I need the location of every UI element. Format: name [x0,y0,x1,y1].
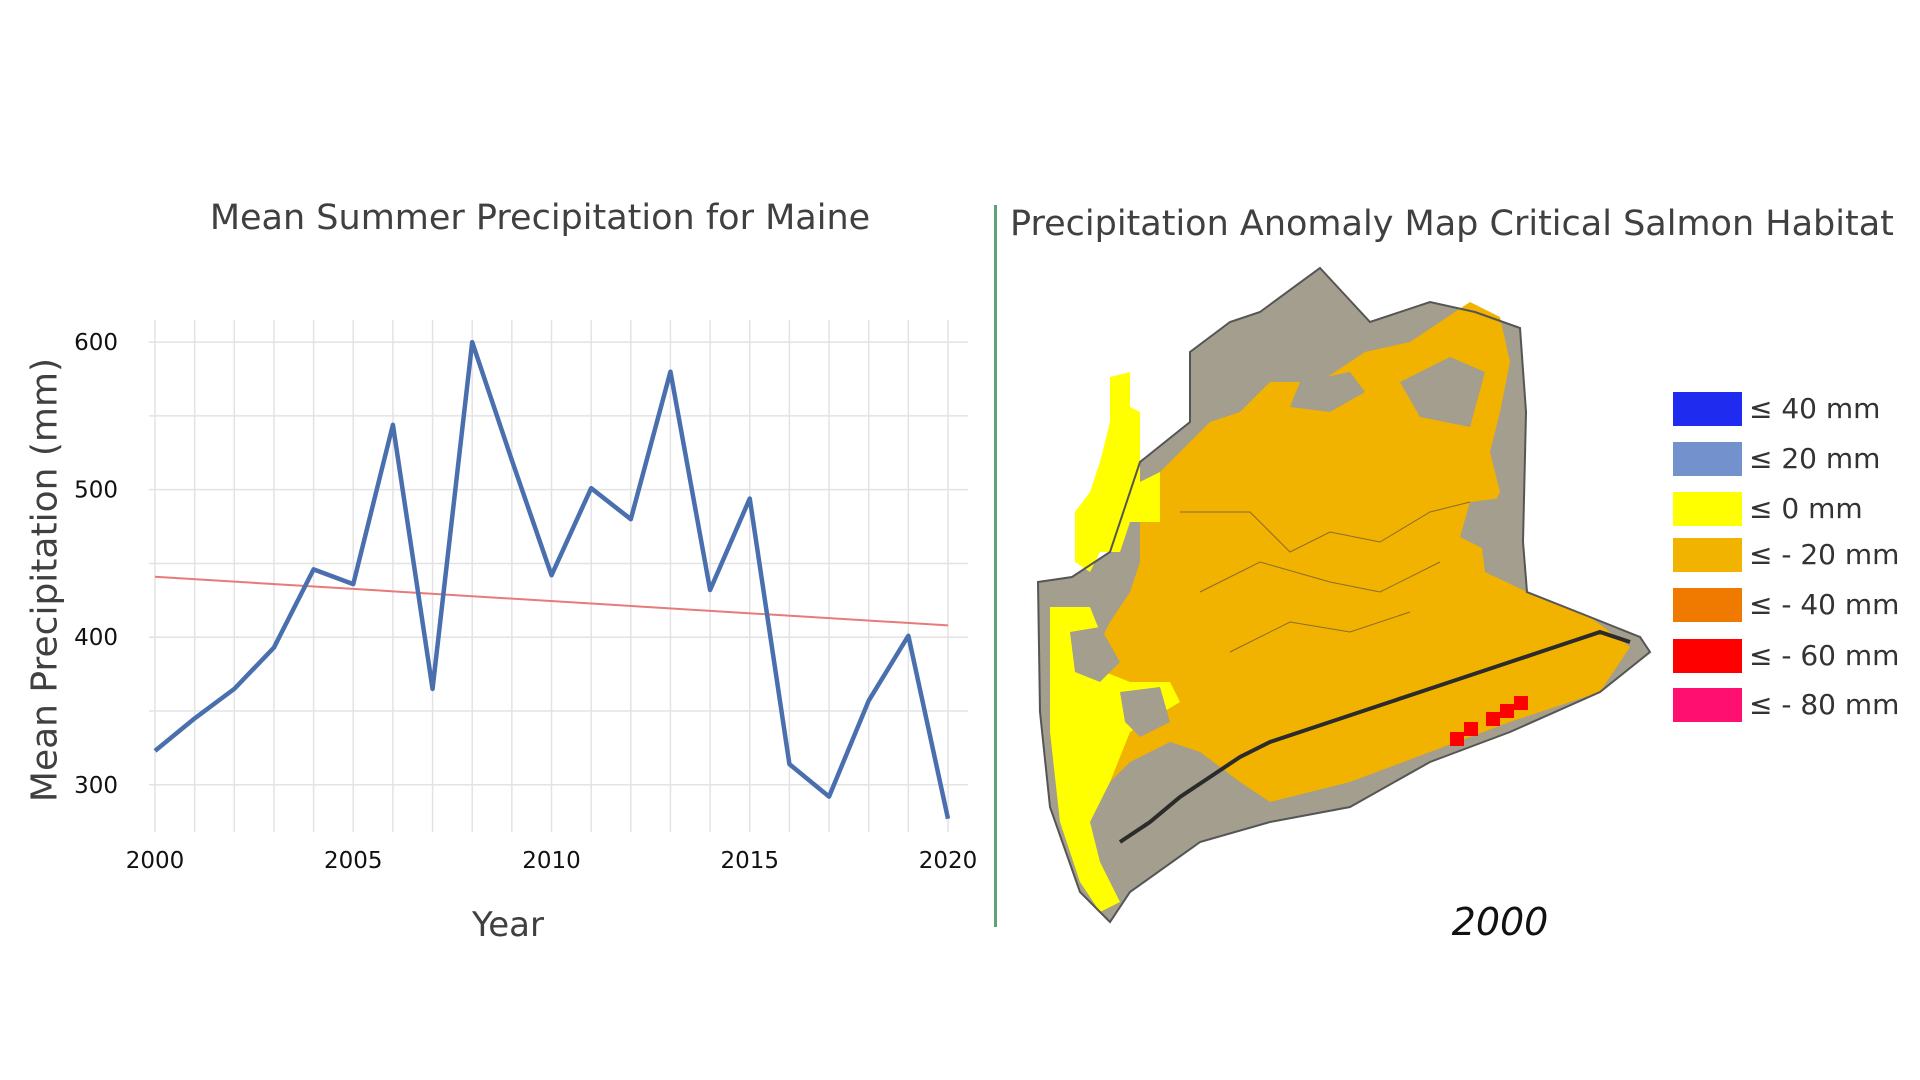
legend-swatch [1673,688,1742,722]
map-state-border [1036,266,1652,924]
map-grey-patch [1400,357,1485,427]
map-yellow-region [1075,372,1160,572]
map-red-cell [1450,732,1464,746]
map-coastline [1118,629,1631,844]
legend-label: ≤ 20 mm [1749,442,1881,475]
panel-divider [994,205,997,927]
series-line [153,339,951,820]
map-red-cell [1500,704,1514,718]
map-red-cell [1514,696,1528,710]
map-orange-region [1060,302,1630,802]
legend-label: ≤ - 40 mm [1749,588,1900,621]
legend-swatch [1673,442,1742,476]
trend-line [154,575,949,627]
map-grey-patch [1120,687,1170,737]
maine-anomaly-map [1036,266,1652,924]
legend-swatch [1673,588,1742,622]
map-red-cell [1464,722,1478,736]
map-red-cell [1486,712,1500,726]
legend-swatch [1673,639,1742,673]
legend-label: ≤ - 80 mm [1749,688,1900,721]
map-year-label: 2000 [1451,900,1549,944]
y-tick-label: 300 [74,773,118,799]
x-tick-label: 2000 [126,848,185,874]
map-grey-patch [1070,627,1120,682]
map-title: Precipitation Anomaly Map Critical Salmo… [1010,204,1894,244]
x-axis-label: Year [472,905,544,945]
y-tick-label: 600 [74,330,118,356]
y-tick-label: 400 [74,625,118,651]
line-chart: 300 400 500 600 2000 2005 2010 2015 2020 [74,320,978,874]
x-tick-label: 2015 [720,848,779,874]
x-tick-label: 2005 [324,848,383,874]
legend-label: ≤ - 60 mm [1749,639,1900,672]
chart-title: Mean Summer Precipitation for Maine [209,198,871,238]
map-watershed-line [1229,611,1411,653]
map-grey-patch [1460,497,1520,552]
map-grey-patch [1290,372,1365,412]
y-tick-label: 500 [74,478,118,504]
legend-label: ≤ 0 mm [1749,492,1863,525]
map-yellow-region [1050,607,1180,912]
map-watershed-line [1199,561,1441,593]
map-watershed-line [1180,501,1471,553]
legend-label: ≤ 40 mm [1749,392,1881,425]
x-tick-label: 2020 [919,848,978,874]
legend-swatch [1673,392,1742,426]
x-tick-label: 2010 [522,848,581,874]
legend-swatch [1673,492,1742,526]
legend-swatch [1673,538,1742,572]
legend-label: ≤ - 20 mm [1749,538,1900,571]
